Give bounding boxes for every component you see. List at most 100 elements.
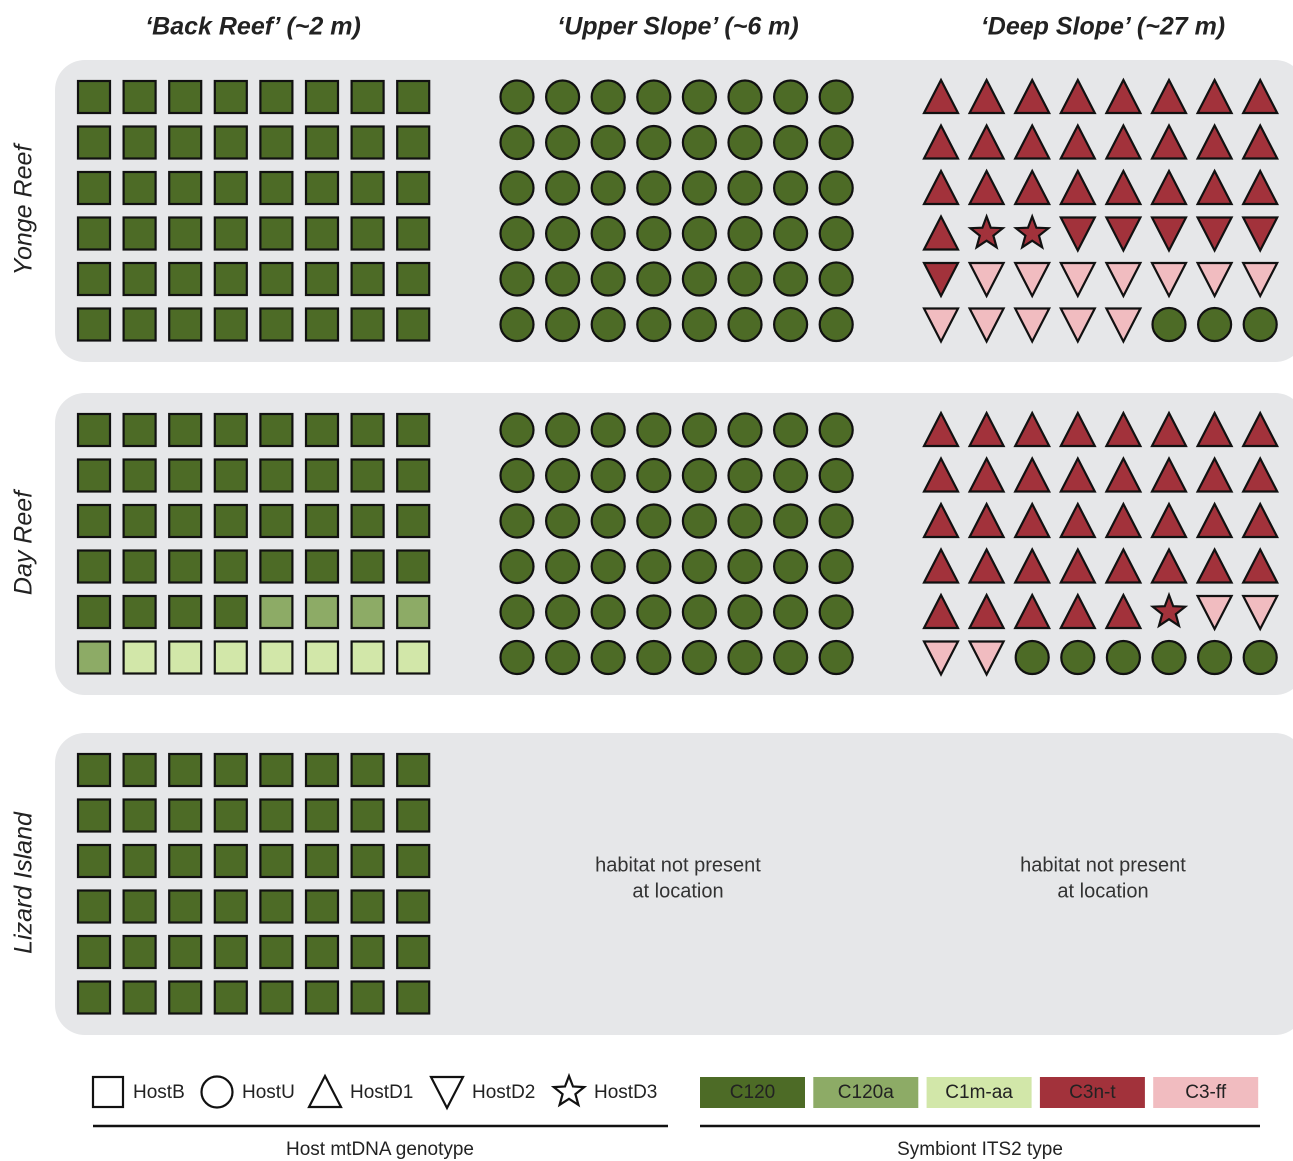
sample-marker: [76, 79, 112, 115]
sample-marker: [1104, 307, 1143, 344]
sample-marker: [213, 458, 248, 493]
sample-marker: [1150, 456, 1188, 493]
habitat-note: at location: [632, 880, 723, 902]
symbiont-label: C120a: [838, 1082, 894, 1103]
sample-marker: [636, 79, 672, 115]
sample-marker: [772, 124, 809, 161]
sample-marker: [922, 214, 960, 251]
sample-marker: [681, 548, 718, 585]
sample-marker: [259, 549, 294, 584]
sample-marker: [967, 501, 1006, 539]
host-legend-icon: [429, 1075, 465, 1111]
sample-marker: [76, 980, 112, 1015]
sample-marker: [727, 215, 763, 252]
symbiont-swatch: [813, 1077, 919, 1108]
sample-marker: [304, 640, 340, 675]
sample-marker: [76, 934, 112, 970]
sample-marker: [499, 306, 535, 343]
host-legend-label: HostD3: [594, 1082, 657, 1103]
sample-marker: [259, 307, 294, 342]
sample-marker: [259, 752, 294, 788]
sample-marker: [168, 889, 203, 924]
sample-marker: [122, 412, 157, 448]
sample-marker: [499, 124, 535, 161]
sample-marker: [259, 216, 294, 251]
sample-marker: [967, 592, 1006, 630]
sample-marker: [590, 594, 626, 630]
sample-marker: [350, 261, 385, 297]
sample-marker: [76, 307, 112, 342]
sample-marker: [304, 79, 340, 115]
sample-marker: [967, 123, 1006, 160]
sample-marker: [168, 640, 203, 675]
sample-marker: [304, 261, 340, 297]
sample-marker: [1195, 216, 1234, 253]
site-label: Day Reef: [10, 488, 38, 595]
sample-marker: [544, 215, 581, 252]
sample-marker: [396, 640, 431, 675]
column-header: ‘Upper Slope’ (~6 m): [557, 13, 798, 41]
host-legend-icon: [91, 1075, 125, 1109]
sample-marker: [213, 934, 248, 970]
sample-marker: [396, 549, 431, 584]
sample-marker: [499, 594, 535, 630]
sample-marker: [1058, 592, 1097, 630]
sample-marker: [727, 412, 763, 448]
sample-marker: [350, 843, 385, 879]
sample-marker: [350, 458, 385, 493]
sample-marker: [213, 412, 248, 448]
sample-marker: [727, 306, 763, 343]
symbiont-swatch: [926, 1077, 1032, 1108]
sample-marker: [818, 548, 854, 585]
sample-marker: [818, 457, 854, 494]
sample-marker: [922, 123, 960, 160]
sample-marker: [590, 215, 626, 252]
sample-marker: [350, 170, 385, 206]
sample-marker: [122, 843, 157, 879]
sample-marker: [681, 457, 718, 494]
sample-marker: [122, 307, 157, 342]
sample-marker: [1058, 501, 1097, 539]
sample-marker: [213, 549, 248, 584]
sample-marker: [818, 170, 854, 206]
sample-marker: [396, 934, 431, 970]
sample-marker: [544, 170, 581, 206]
sample-marker: [122, 125, 157, 160]
sample-marker: [922, 592, 960, 630]
sample-marker: [259, 798, 294, 833]
sample-marker: [76, 798, 112, 833]
sample-marker: [818, 261, 854, 297]
sample-marker: [304, 889, 340, 924]
sample-marker: [544, 412, 581, 448]
sample-marker: [1241, 501, 1280, 539]
host-legend-icon: [550, 1072, 588, 1108]
sample-marker: [1058, 456, 1097, 493]
sample-marker: [350, 503, 385, 539]
sample-marker: [304, 980, 340, 1015]
sample-marker: [76, 889, 112, 924]
sample-marker: [1241, 594, 1280, 632]
sample-marker: [1150, 410, 1188, 448]
sample-marker: [1013, 592, 1052, 630]
sample-marker: [396, 307, 431, 342]
sample-marker: [396, 458, 431, 493]
sample-marker: [544, 457, 581, 494]
symbiont-label: C120: [730, 1082, 775, 1103]
sample-marker: [304, 843, 340, 879]
symbiont-swatch: [1039, 1077, 1145, 1108]
sample-marker: [681, 412, 718, 448]
sample-marker: [1058, 77, 1097, 115]
sample-marker: [499, 457, 535, 494]
sample-marker: [499, 639, 535, 676]
sample-marker: [122, 503, 157, 539]
sample-marker: [1013, 307, 1052, 344]
sample-marker: [1104, 547, 1143, 584]
sample-marker: [1104, 168, 1143, 206]
sample-marker: [1151, 306, 1187, 343]
sample-marker: [213, 752, 248, 788]
sample-marker: [168, 594, 203, 630]
sample-marker: [1104, 216, 1143, 253]
sample-marker: [818, 412, 854, 448]
sample-marker: [122, 261, 157, 297]
sample-marker: [213, 261, 248, 297]
